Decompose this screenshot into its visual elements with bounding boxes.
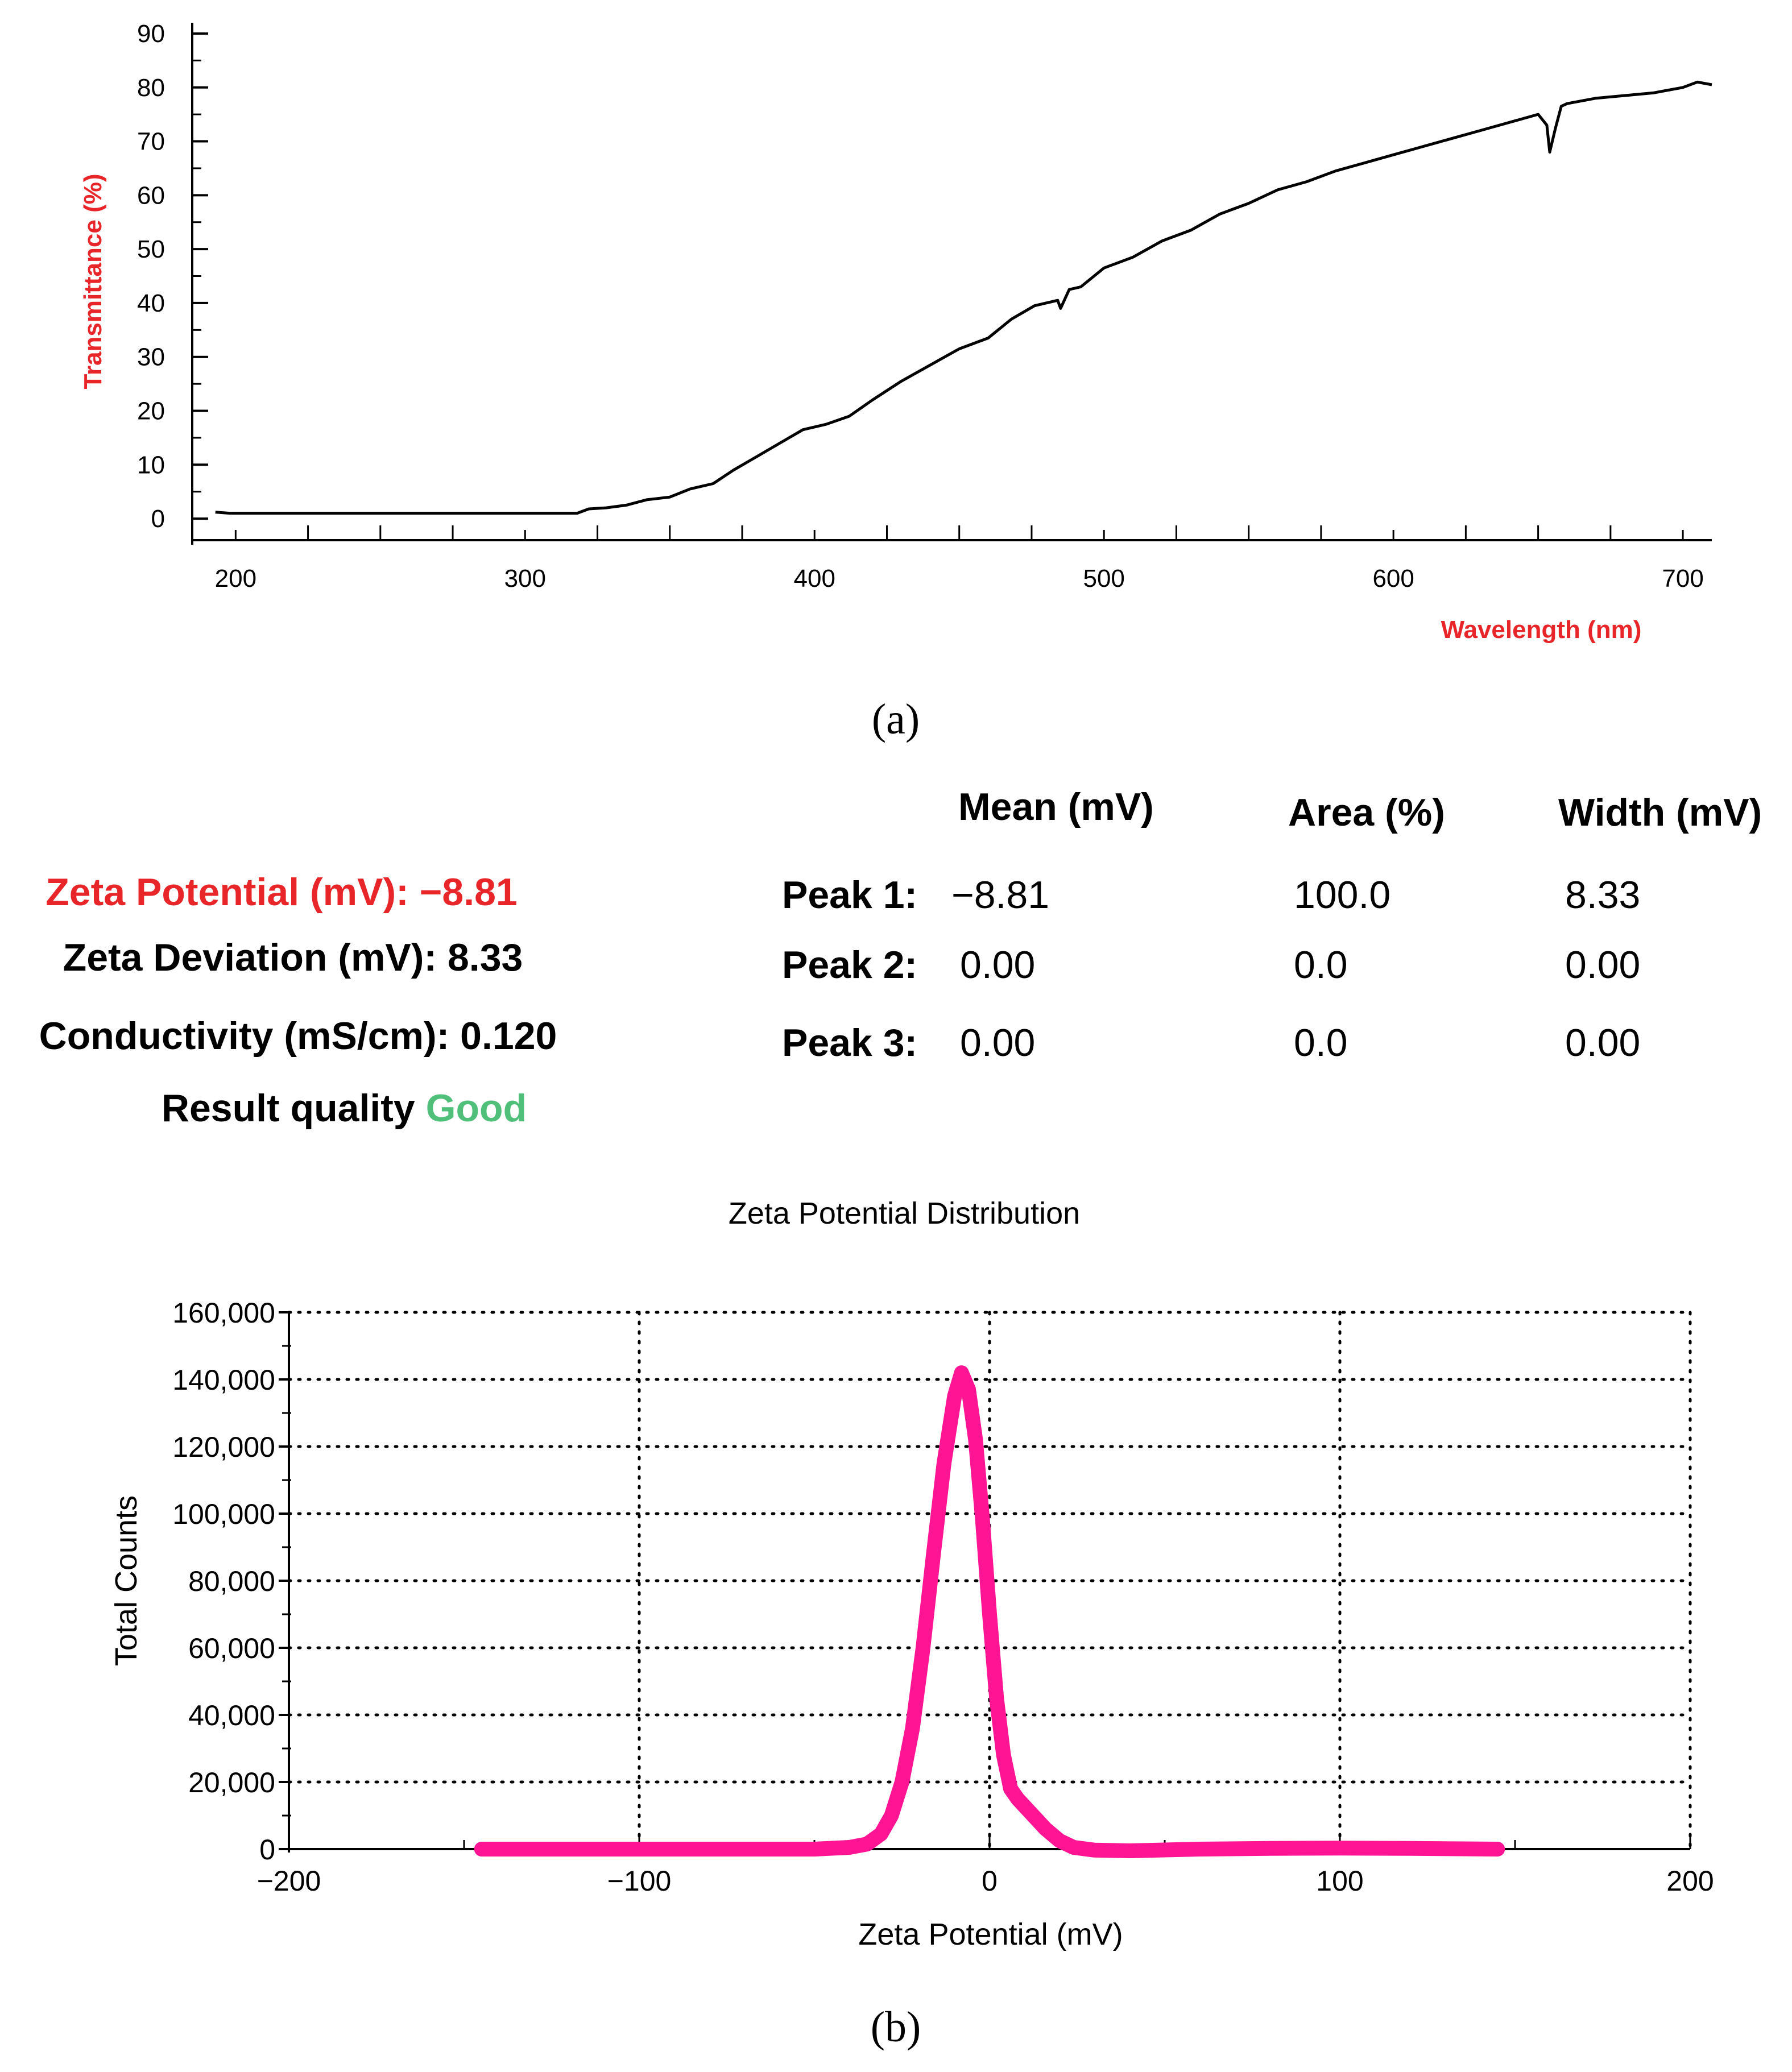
- peak-header-area: Area (%): [1288, 791, 1445, 834]
- chart-b-y-tick-label: 120,000: [172, 1431, 275, 1463]
- chart-a-y-tick-label: 50: [137, 235, 165, 263]
- chart-b-x-tick-label: −100: [607, 1865, 672, 1897]
- chart-a-y-ticks: 0 10 20 30 40 50 60 70 80 90: [137, 20, 208, 533]
- chart-b-y-ticks: 0 20,000 40,000 60,000 80,000 100,000 120,000 1…: [172, 1297, 291, 1866]
- chart-a-y-tick-label: 0: [151, 505, 165, 533]
- chart-b-x-tick-label: −200: [257, 1865, 321, 1897]
- peak-3-area: 0.0: [1294, 1021, 1348, 1064]
- peak-3-mean: 0.00: [960, 1021, 1036, 1064]
- zeta-deviation-row: Zeta Deviation (mV): 8.33: [0, 935, 586, 980]
- chart-a-x-tick-label: 400: [794, 565, 835, 592]
- chart-b-title: Zeta Potential Distribution: [729, 1196, 1080, 1230]
- transmittance-chart: 0 10 20 30 40 50 60 70 80 90 200 300 400 500 600 700 T…: [79, 20, 1712, 743]
- zeta-potential-label: Zeta Potential (mV):: [45, 871, 409, 914]
- zeta-distribution-chart: Zeta Potential Distribution 0 20,000 40,00…: [109, 1196, 1714, 2051]
- chart-b-y-tick-label: 140,000: [172, 1364, 275, 1396]
- chart-a-x-axis-label: Wavelength (nm): [1441, 616, 1642, 644]
- chart-a-x-tick-label: 200: [215, 565, 256, 592]
- chart-a-y-tick-label: 90: [137, 20, 165, 48]
- zeta-deviation-label: Zeta Deviation (mV):: [63, 936, 437, 979]
- peak-2-mean: 0.00: [960, 943, 1036, 987]
- chart-a-y-tick-label: 80: [137, 74, 165, 102]
- conductivity-row: Conductivity (mS/cm): 0.120: [0, 1014, 596, 1058]
- chart-b-y-tick-label: 60,000: [188, 1632, 275, 1664]
- chart-a-y-axis-label: Transmittance (%): [79, 174, 107, 389]
- chart-b-x-ticks: −200 −100 0 100 200: [257, 1837, 1714, 1897]
- chart-b-x-tick-label: 200: [1666, 1865, 1714, 1897]
- result-quality-value: Good: [425, 1087, 527, 1130]
- chart-a-y-tick-label: 30: [137, 343, 165, 371]
- chart-b-x-tick-label: 100: [1316, 1865, 1363, 1897]
- chart-a-x-tick-label: 300: [504, 565, 546, 592]
- panel-b-label: (b): [871, 2003, 921, 2051]
- chart-b-x-axis-label: Zeta Potential (mV): [858, 1917, 1123, 1951]
- results-section: Zeta Potential (mV): −8.81 Zeta Deviatio…: [0, 762, 1792, 1160]
- peak-1-label: Peak 1:: [782, 873, 918, 917]
- panel-a-label: (a): [872, 695, 920, 743]
- chart-b-y-tick-label: 20,000: [188, 1767, 275, 1799]
- chart-a-y-tick-label: 10: [137, 451, 165, 479]
- chart-b-y-tick-label: 80,000: [188, 1565, 275, 1597]
- chart-b-x-tick-label: 0: [982, 1865, 998, 1897]
- peak-header-mean: Mean (mV): [958, 785, 1154, 828]
- chart-a-y-tick-label: 60: [137, 181, 165, 209]
- chart-a-y-tick-label: 70: [137, 128, 165, 156]
- chart-b-gridlines: [287, 1311, 1692, 1851]
- peak-header-width: Width (mV): [1558, 791, 1762, 834]
- zeta-potential-value: −8.81: [419, 871, 518, 914]
- chart-a-y-tick-label: 40: [137, 289, 165, 317]
- peak-2-area: 0.0: [1294, 943, 1348, 987]
- peak-2-width: 0.00: [1565, 943, 1641, 987]
- chart-a-x-tick-label: 500: [1083, 565, 1124, 592]
- peak-1-mean: −8.81: [951, 873, 1050, 917]
- chart-b-y-axis-label: Total Counts: [109, 1495, 143, 1666]
- peak-2-label: Peak 2:: [782, 943, 918, 987]
- chart-a-x-ticks: 200 300 400 500 600 700: [215, 525, 1704, 592]
- zeta-potential-row: Zeta Potential (mV): −8.81: [0, 870, 563, 914]
- result-quality-row: Result quality Good: [0, 1086, 688, 1130]
- chart-a-y-tick-label: 20: [137, 397, 165, 425]
- chart-b-y-tick-label: 40,000: [188, 1700, 275, 1731]
- conductivity-value: 0.120: [460, 1014, 557, 1058]
- peak-3-width: 0.00: [1565, 1021, 1641, 1064]
- peak-1-area: 100.0: [1294, 873, 1391, 917]
- chart-b-y-tick-label: 100,000: [172, 1498, 275, 1530]
- conductivity-label: Conductivity (mS/cm):: [39, 1014, 450, 1058]
- zeta-distribution-series-line: [474, 1365, 1505, 1858]
- peak-1-width: 8.33: [1565, 873, 1641, 917]
- result-quality-label: Result quality: [161, 1087, 415, 1130]
- peak-3-label: Peak 3:: [782, 1021, 918, 1064]
- chart-a-x-tick-label: 700: [1662, 565, 1703, 592]
- zeta-deviation-value: 8.33: [447, 936, 523, 979]
- transmittance-series-line: [215, 80, 1712, 515]
- chart-a-x-tick-label: 600: [1372, 565, 1414, 592]
- chart-b-y-tick-label: 160,000: [172, 1297, 275, 1329]
- chart-b-y-tick-label: 0: [259, 1834, 275, 1866]
